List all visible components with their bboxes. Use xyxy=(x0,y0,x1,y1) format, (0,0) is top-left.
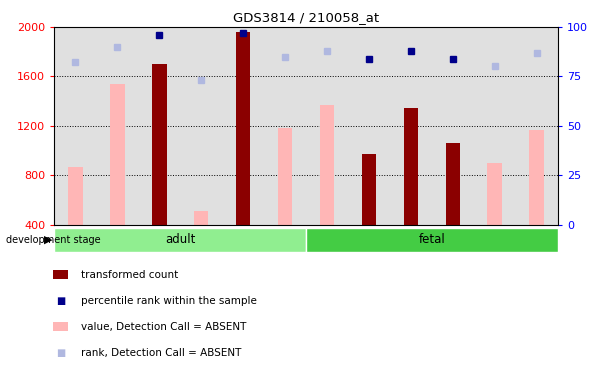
Bar xyxy=(320,105,334,225)
Text: rank, Detection Call = ABSENT: rank, Detection Call = ABSENT xyxy=(81,348,242,358)
Bar xyxy=(110,84,125,225)
Bar xyxy=(236,32,250,225)
Text: development stage: development stage xyxy=(6,235,101,245)
Bar xyxy=(403,108,418,225)
Text: transformed count: transformed count xyxy=(81,270,178,280)
Bar xyxy=(152,64,166,225)
Bar xyxy=(487,163,502,225)
Bar xyxy=(278,127,292,225)
Bar xyxy=(529,130,544,225)
Text: ■: ■ xyxy=(55,296,65,306)
Text: percentile rank within the sample: percentile rank within the sample xyxy=(81,296,257,306)
Bar xyxy=(306,228,558,252)
Text: value, Detection Call = ABSENT: value, Detection Call = ABSENT xyxy=(81,322,247,332)
Bar xyxy=(194,211,209,225)
Text: ▶: ▶ xyxy=(44,235,52,245)
Text: ■: ■ xyxy=(55,348,65,358)
Text: adult: adult xyxy=(165,233,195,246)
Bar xyxy=(68,167,83,225)
Bar xyxy=(54,228,306,252)
Title: GDS3814 / 210058_at: GDS3814 / 210058_at xyxy=(233,11,379,24)
Text: fetal: fetal xyxy=(418,233,445,246)
Bar xyxy=(446,143,460,225)
Bar xyxy=(362,154,376,225)
